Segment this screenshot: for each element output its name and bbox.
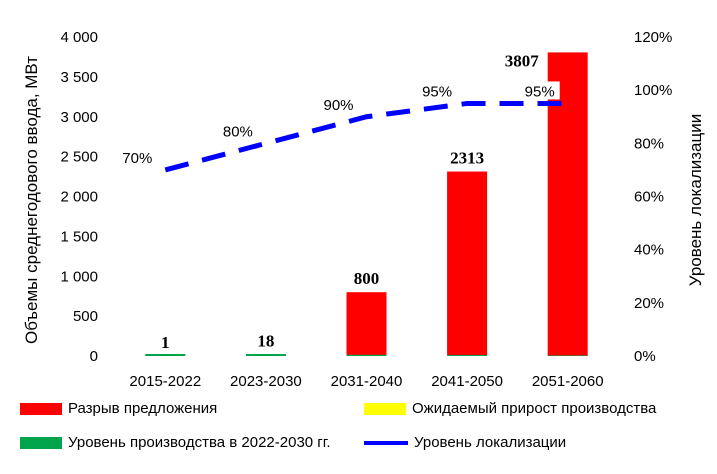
plot-area-group: 0 500 1 000 1 500 2 000 2 500 3 000 3 500 4 000 0…: [60, 29, 672, 390]
y2-tick-label: 100%: [634, 82, 672, 99]
line-point-label: 90%: [323, 97, 353, 114]
line-point-label: 95%: [525, 83, 555, 100]
line-label-bg: [417, 81, 458, 100]
legend: Разрыв предложения Ожидаемый прирост про…: [0, 396, 717, 466]
bar-total-label: 800: [354, 269, 380, 288]
line-point-label: 70%: [122, 150, 152, 167]
legend-item-production: Уровень производства в 2022-2030 гг.: [20, 434, 331, 451]
line-label-bg: [117, 147, 158, 166]
y2-axis-title: Уровень локализации: [686, 114, 705, 286]
legend-swatch-gap: [20, 402, 62, 415]
legend-item-expected: Ожидаемый прирост производства: [364, 400, 656, 417]
legend-label-production: Уровень производства в 2022-2030 гг.: [68, 434, 331, 451]
line-label-bg: [217, 121, 258, 140]
legend-item-gap: Разрыв предложения: [20, 400, 217, 417]
y2-tick-label: 20%: [634, 295, 664, 312]
bar-production: [447, 354, 488, 356]
y-tick-label: 2 000: [60, 189, 98, 206]
y2-tick-label: 120%: [634, 29, 672, 46]
bar-production: [346, 354, 387, 356]
y-tick-label: 2 500: [60, 149, 98, 166]
legend-label-gap: Разрыв предложения: [68, 400, 218, 417]
x-tick-label: 2051-2060: [532, 373, 604, 390]
y-tick-label: 1 500: [60, 228, 98, 245]
y-tick-label: 4 000: [60, 29, 98, 46]
y-tick-label: 500: [73, 308, 98, 325]
legend-item-localization: Уровень локализации: [364, 434, 566, 451]
localization-line: [164, 100, 568, 173]
chart-plot: 0 500 1 000 1 500 2 000 2 500 3 000 3 500 4 000 0…: [22, 29, 705, 390]
x-tick-label: 2041-2050: [431, 373, 503, 390]
line-label-bg: [519, 81, 560, 100]
legend-label-expected: Ожидаемый прирост производства: [412, 400, 657, 417]
bar-total-label: 2313: [450, 149, 484, 168]
line-point-label: 95%: [422, 83, 452, 100]
y2-tick-label: 0%: [634, 348, 656, 365]
x-tick-label: 2015-2022: [129, 373, 201, 390]
bar-gap: [346, 292, 387, 355]
y2-tick-label: 80%: [634, 135, 664, 152]
y-tick-label: 3 500: [60, 69, 98, 86]
legend-swatch-expected: [364, 402, 406, 415]
line-point-label: 80%: [223, 123, 253, 140]
legend-swatch-production: [20, 436, 62, 449]
bar-production: [245, 354, 286, 356]
bar-production: [145, 354, 186, 356]
y-tick-label: 1 000: [60, 268, 98, 285]
bar-total-label: 3807: [505, 51, 540, 70]
y-tick-label: 0: [90, 348, 98, 365]
x-tick-label: 2031-2040: [331, 373, 403, 390]
bar-total-label: 18: [257, 332, 274, 351]
y2-tick-label: 60%: [634, 189, 664, 206]
y-axis-title: Объемы среднегодового ввода, МВт: [22, 56, 41, 344]
bar-gap: [447, 171, 488, 355]
bar-total-label: 1: [161, 333, 170, 352]
legend-swatch-localization: [364, 440, 408, 445]
line-label-bg: [318, 94, 359, 113]
x-tick-label: 2023-2030: [230, 373, 302, 390]
y2-tick-label: 40%: [634, 242, 664, 259]
y-tick-label: 3 000: [60, 109, 98, 126]
legend-label-localization: Уровень локализации: [414, 434, 567, 451]
